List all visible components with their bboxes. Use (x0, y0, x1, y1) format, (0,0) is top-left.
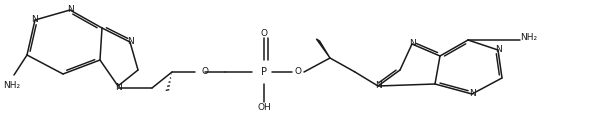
Text: N: N (495, 46, 501, 55)
Text: NH₂: NH₂ (4, 81, 20, 90)
Text: N: N (469, 90, 476, 98)
Text: N: N (408, 40, 415, 49)
Polygon shape (317, 39, 330, 58)
Text: O: O (201, 68, 208, 77)
Text: NH₂: NH₂ (520, 34, 537, 42)
Text: N: N (375, 81, 381, 90)
Text: OH: OH (257, 103, 271, 113)
Text: N: N (127, 38, 134, 46)
Text: N: N (67, 5, 73, 14)
Text: P: P (261, 67, 267, 77)
Text: O: O (294, 68, 301, 77)
Text: N: N (115, 83, 121, 92)
Text: O: O (261, 29, 267, 38)
Text: N: N (31, 16, 38, 25)
